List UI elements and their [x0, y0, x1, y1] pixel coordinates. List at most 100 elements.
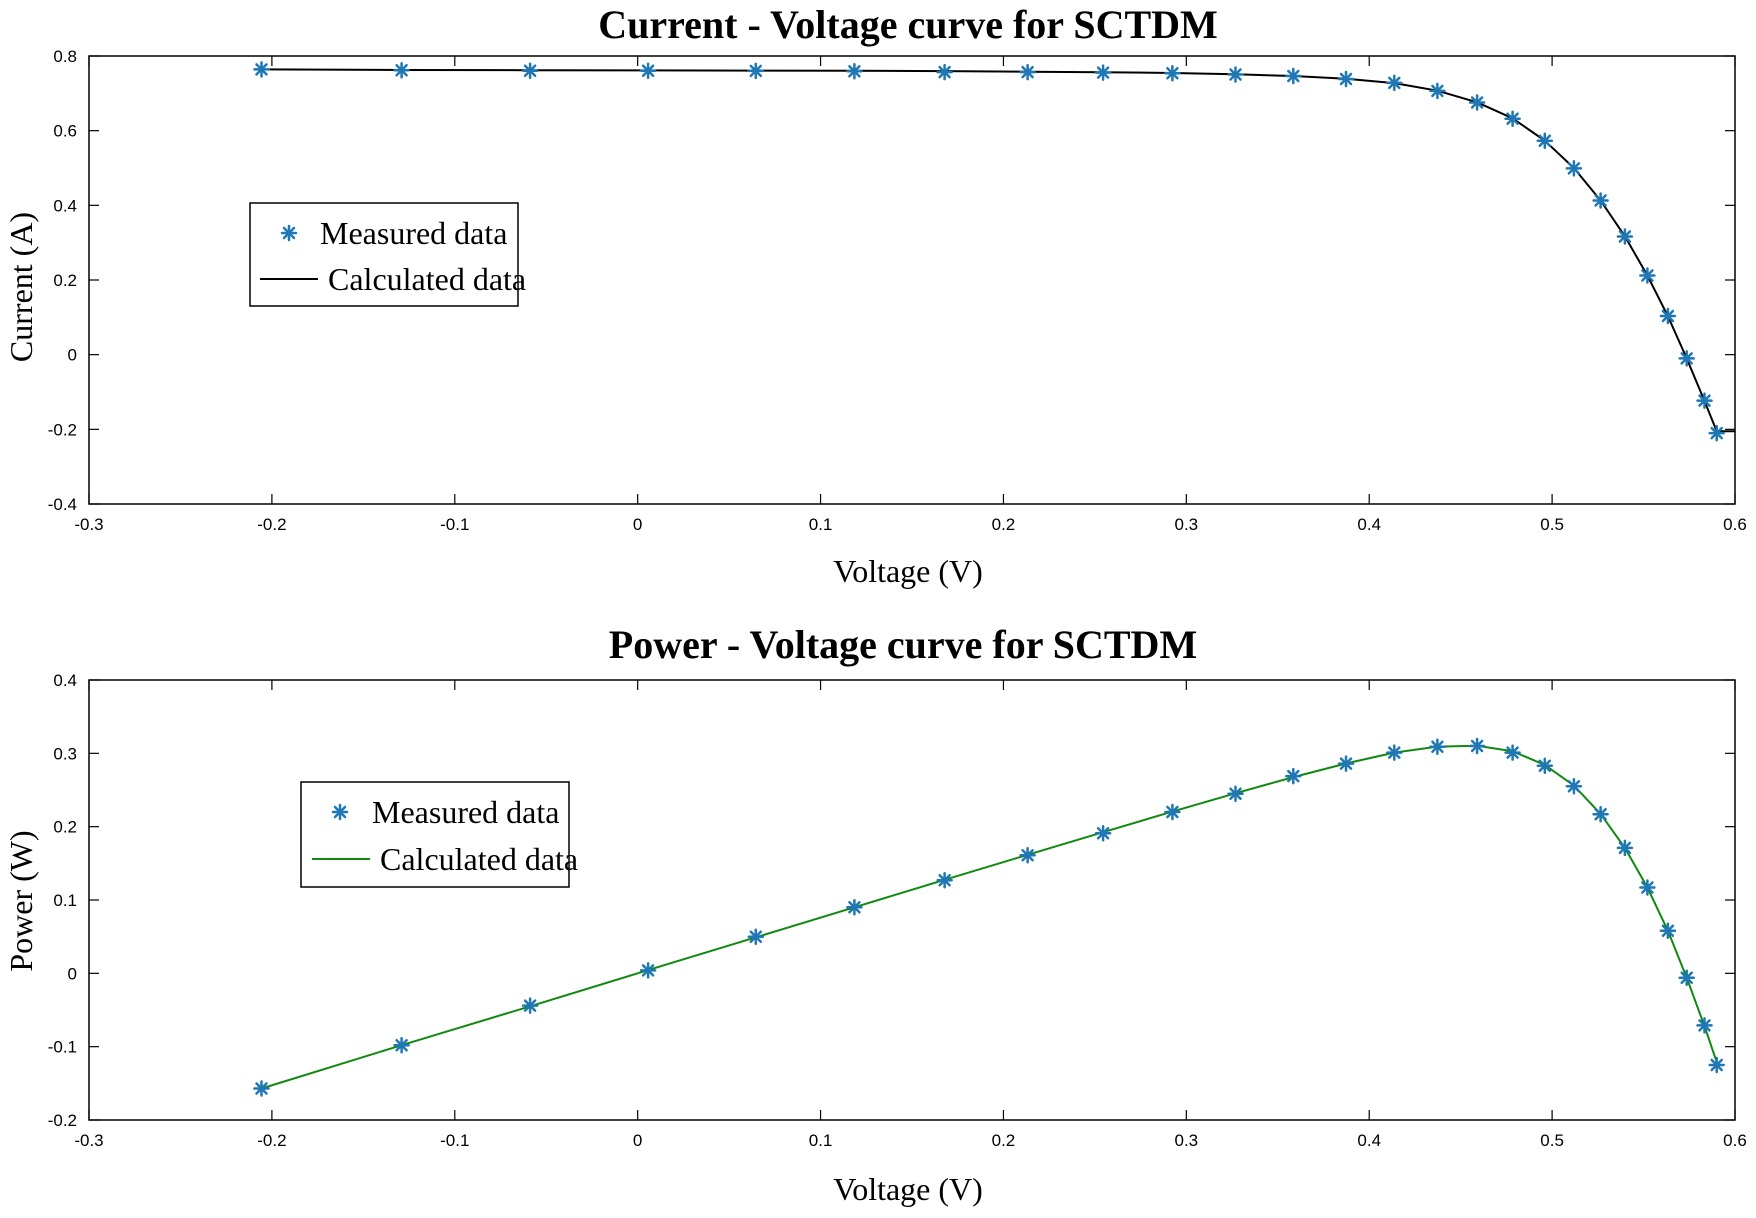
chart-1-legend: Measured data Calculated data — [249, 202, 526, 307]
chart-2-measured-point — [1616, 839, 1634, 857]
chart-2-measured-point — [1386, 744, 1403, 761]
chart-1-y-tick-label: -0.2 — [48, 420, 77, 439]
chart-1-legend-marker-icon — [280, 224, 298, 242]
chart-2-plot-area — [88, 679, 1736, 1121]
chart-1-measured-point — [639, 62, 657, 79]
chart-1-measured-point — [1337, 70, 1355, 88]
chart-2-measured-point — [1468, 737, 1486, 755]
chart-1-measured-point — [747, 62, 765, 80]
chart-2-x-tick-label: 0.5 — [1540, 1131, 1564, 1150]
chart-2-legend-calculated-label: Calculated data — [380, 841, 578, 877]
chart-1-x-axis-label: Voltage (V) — [833, 553, 983, 589]
chart-2-x-tick-label: -0.1 — [440, 1131, 469, 1150]
chart-1-measured-point — [253, 61, 270, 78]
chart-2-y-tick-label: 0.1 — [53, 891, 77, 910]
chart-1-x-tick-label: -0.3 — [74, 515, 103, 534]
chart-2-x-tick-label: 0.6 — [1723, 1131, 1747, 1150]
chart-2-x-tick-label: 0.3 — [1175, 1131, 1199, 1150]
chart-2-y-tick-label: 0.2 — [53, 818, 77, 837]
chart-1-y-tick-label: 0 — [68, 346, 77, 365]
chart-2-x-tick-label: 0 — [633, 1131, 642, 1150]
chart-2-measured-point — [1094, 825, 1112, 842]
chart-1-measured-point — [936, 63, 953, 81]
current-voltage-chart: Current - Voltage curve for SCTDM -0.3 -0… — [3, 2, 1747, 589]
chart-2-measured-series — [253, 737, 1725, 1097]
chart-1-y-tick-label: 0.4 — [53, 196, 77, 215]
chart-1-measured-point — [393, 61, 410, 79]
chart-2-legend-marker-icon — [331, 803, 349, 821]
chart-2-x-tick-label: -0.3 — [74, 1131, 103, 1150]
chart-1-y-axis-label: Current (A) — [3, 212, 39, 362]
chart-2-y-tick-label: 0.3 — [53, 744, 77, 763]
chart-2-measured-point — [1678, 969, 1695, 986]
chart-1-title: Current - Voltage curve for SCTDM — [598, 2, 1218, 47]
chart-1-measured-point — [1659, 307, 1677, 325]
chart-1-measured-point — [1708, 424, 1725, 442]
chart-2-y-axis-label: Power (W) — [3, 830, 39, 971]
chart-2-measured-point — [747, 928, 765, 945]
chart-2-calculated-line — [261, 744, 1718, 1090]
chart-2-measured-point — [1285, 767, 1302, 785]
chart-1-y-tick-label: 0.8 — [53, 47, 77, 66]
chart-2-measured-point — [1639, 879, 1656, 896]
chart-2-measured-point — [1592, 805, 1609, 823]
chart-2-measured-point — [1659, 922, 1677, 940]
chart-1-measured-point — [1616, 228, 1634, 245]
chart-2-y-tick-label: -0.1 — [48, 1038, 77, 1057]
chart-1-measured-point — [1565, 160, 1583, 177]
chart-1-measured-point — [521, 62, 539, 79]
chart-1-x-tick-label: 0.3 — [1175, 515, 1199, 534]
chart-1-measured-point — [1696, 392, 1713, 409]
chart-1-measured-point — [1468, 94, 1486, 111]
chart-1-x-ticks: -0.3 -0.2 -0.1 0 0.1 0.2 0.3 0.4 0.5 0.6 — [74, 56, 1747, 534]
chart-1-measured-point — [1678, 350, 1695, 367]
chart-2-measured-point — [1429, 738, 1446, 755]
power-voltage-chart: Power - Voltage curve for SCTDM -0.3 -0.2… — [3, 622, 1747, 1207]
chart-1-measured-series — [253, 61, 1725, 442]
chart-1-x-tick-label: -0.2 — [257, 515, 286, 534]
chart-2-measured-point — [639, 962, 657, 979]
chart-2-x-tick-label: 0.2 — [992, 1131, 1016, 1150]
chart-2-measured-point — [253, 1080, 270, 1097]
chart-2-x-tick-label: -0.2 — [257, 1131, 286, 1150]
chart-1-x-tick-label: 0.2 — [992, 515, 1016, 534]
chart-2-measured-point — [936, 871, 953, 889]
chart-1-legend-calculated-label: Calculated data — [328, 261, 526, 297]
chart-1-y-tick-label: -0.4 — [48, 495, 77, 514]
chart-1-x-tick-label: -0.1 — [440, 515, 469, 534]
chart-1-measured-point — [846, 63, 863, 80]
chart-2-legend: Measured data Calculated data — [300, 781, 578, 888]
chart-2-measured-point — [1164, 803, 1181, 821]
chart-2-y-ticks: -0.2 -0.1 0 0.1 0.2 0.3 0.4 — [48, 671, 1735, 1130]
chart-2-measured-point — [1708, 1056, 1725, 1074]
chart-1-measured-point — [1536, 132, 1554, 149]
chart-2-measured-point — [846, 899, 863, 916]
chart-1-x-tick-label: 0 — [633, 515, 642, 534]
chart-2-measured-point — [393, 1036, 410, 1054]
chart-1-x-tick-label: 0.5 — [1540, 515, 1564, 534]
chart-2-y-tick-label: 0.4 — [53, 671, 77, 690]
chart-2-measured-point — [1504, 744, 1521, 761]
chart-1-y-tick-label: 0.6 — [53, 122, 77, 141]
chart-1-measured-point — [1386, 74, 1403, 92]
chart-2-x-axis-label: Voltage (V) — [833, 1171, 983, 1207]
chart-2-measured-point — [1019, 847, 1036, 864]
chart-2-calculated-series — [261, 744, 1718, 1090]
chart-1-x-tick-label: 0.4 — [1357, 515, 1381, 534]
chart-2-x-tick-label: 0.1 — [809, 1131, 833, 1150]
chart-2-x-tick-label: 0.4 — [1357, 1131, 1381, 1150]
chart-2-title: Power - Voltage curve for SCTDM — [609, 622, 1197, 667]
chart-2-measured-point — [1337, 755, 1355, 772]
chart-1-measured-point — [1639, 267, 1656, 284]
chart-2-measured-point — [1536, 757, 1554, 775]
chart-2-measured-point — [1696, 1017, 1713, 1034]
chart-2-measured-point — [521, 997, 539, 1014]
chart-2-legend-box — [300, 781, 570, 888]
chart-1-measured-point — [1429, 82, 1446, 100]
chart-1-measured-point — [1592, 192, 1609, 209]
chart-2-y-tick-label: 0 — [68, 964, 77, 983]
chart-1-measured-point — [1227, 66, 1244, 83]
chart-2-legend-measured-label: Measured data — [372, 794, 559, 830]
chart-1-measured-point — [1019, 63, 1036, 81]
